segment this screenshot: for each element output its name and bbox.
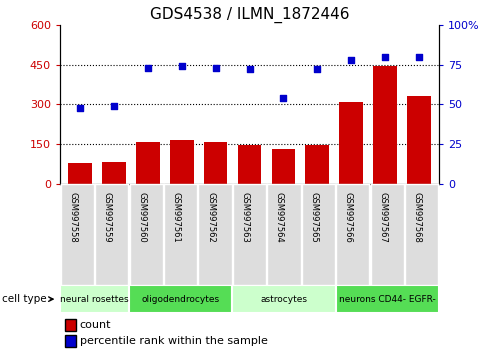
Point [76,105,84,110]
Text: GSM997562: GSM997562 [206,192,215,243]
Text: neural rosettes: neural rosettes [60,295,129,304]
Text: GSM997558: GSM997558 [68,192,77,243]
Point [313,67,321,72]
Bar [339,102,363,184]
Bar [60,285,129,313]
Bar [204,142,228,184]
Point [144,65,152,70]
Point [347,57,355,63]
Bar [373,67,397,184]
Text: GSM997561: GSM997561 [172,192,181,243]
Bar [102,162,126,184]
Text: cell type: cell type [2,294,47,304]
Text: count: count [80,320,111,330]
Text: GSM997568: GSM997568 [413,192,422,243]
Point [246,67,253,72]
Text: GSM997559: GSM997559 [103,192,112,243]
Title: GDS4538 / ILMN_1872446: GDS4538 / ILMN_1872446 [150,7,349,23]
Text: GSM997566: GSM997566 [344,192,353,243]
Point [110,103,118,109]
Bar [170,140,194,184]
Point [178,63,186,69]
Point [381,54,389,59]
Text: GSM997563: GSM997563 [241,192,250,243]
Bar [129,285,232,313]
Text: astrocytes: astrocytes [260,295,307,304]
Bar [305,145,329,184]
Point [212,65,220,70]
Bar [136,142,160,184]
Bar [68,163,92,184]
Text: GSM997565: GSM997565 [309,192,318,243]
Bar [271,149,295,184]
Text: GSM997564: GSM997564 [275,192,284,243]
Bar [407,96,431,184]
Point [279,95,287,101]
Bar [232,285,336,313]
Text: neurons CD44- EGFR-: neurons CD44- EGFR- [339,295,436,304]
Text: oligodendrocytes: oligodendrocytes [142,295,220,304]
Bar [336,285,439,313]
Point [415,54,423,59]
Text: GSM997560: GSM997560 [137,192,146,243]
Text: percentile rank within the sample: percentile rank within the sample [80,336,268,346]
Bar [238,145,261,184]
Text: GSM997567: GSM997567 [378,192,387,243]
